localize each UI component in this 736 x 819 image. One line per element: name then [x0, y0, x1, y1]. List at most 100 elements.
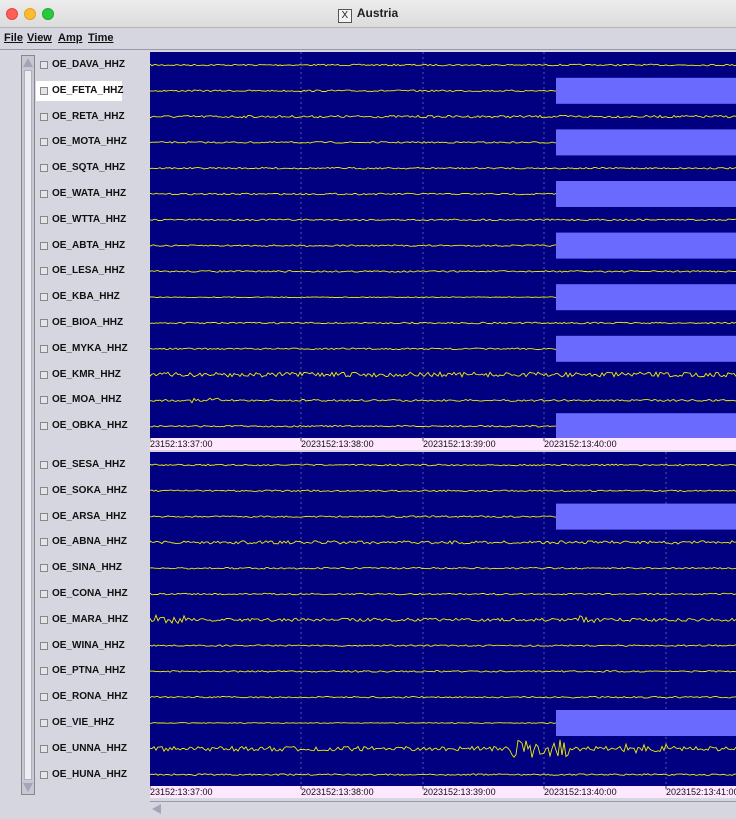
close-window-button[interactable] — [6, 8, 18, 20]
channel-row[interactable]: OE_ABNA_HHZ — [36, 532, 127, 552]
channel-checkbox[interactable] — [40, 61, 48, 69]
channel-row[interactable]: OE_MOTA_HHZ — [36, 132, 127, 152]
time-axis-label: 2023152:13:40:00 — [544, 439, 617, 449]
seismic-trace — [150, 773, 736, 776]
channel-checkbox[interactable] — [40, 512, 48, 521]
channel-label: OE_VIE_HHZ — [52, 717, 115, 728]
channel-checkbox[interactable] — [40, 461, 48, 469]
channel-row[interactable]: OE_WATA_HHZ — [36, 184, 126, 204]
channel-row[interactable]: OE_ARSA_HHZ — [36, 507, 126, 527]
highlight-window — [556, 710, 736, 736]
channel-label: OE_PTNA_HHZ — [52, 665, 126, 677]
time-axis-label: 23152:13:37:00 — [150, 787, 213, 797]
channel-checkbox[interactable] — [40, 267, 48, 276]
channel-checkbox[interactable] — [40, 293, 48, 302]
seismic-trace — [150, 592, 736, 596]
channel-checkbox[interactable] — [40, 319, 48, 327]
menu-file[interactable]: File — [4, 32, 23, 44]
channel-row[interactable]: OE_SINA_HHZ — [36, 558, 122, 578]
channel-checkbox[interactable] — [40, 667, 48, 676]
channel-row[interactable]: OE_WTTA_HHZ — [36, 210, 126, 230]
channel-row[interactable]: OE_RONA_HHZ — [36, 687, 128, 707]
seismic-trace — [150, 63, 736, 67]
channel-label: OE_WATA_HHZ — [52, 188, 127, 199]
channel-checkbox[interactable] — [40, 86, 48, 95]
channel-row[interactable]: OE_ABTA_HHZ — [36, 236, 125, 256]
channel-row[interactable]: OE_MOA_HHZ — [36, 390, 122, 410]
time-axis — [150, 438, 736, 450]
menu-amp[interactable]: Amp — [58, 32, 83, 44]
seismic-trace — [150, 321, 736, 325]
channel-row[interactable]: OE_LESA_HHZ — [36, 261, 125, 281]
channel-row[interactable]: OE_UNNA_HHZ — [36, 739, 127, 759]
channel-checkbox[interactable] — [40, 744, 48, 753]
channel-label: OE_WTTA_HHZ — [52, 213, 127, 225]
channel-label: OE_SOKA_HHZ — [52, 484, 128, 496]
channel-checkbox[interactable] — [40, 164, 48, 173]
minimize-window-button[interactable] — [24, 8, 36, 20]
channel-checkbox[interactable] — [40, 370, 48, 379]
channel-row[interactable]: OE_BIOA_HHZ — [36, 313, 123, 333]
channel-checkbox[interactable] — [40, 190, 48, 198]
scroll-left-arrow-icon[interactable] — [152, 804, 161, 814]
maximize-window-button[interactable] — [42, 8, 54, 20]
channel-checkbox[interactable] — [40, 396, 48, 405]
channel-label: OE_ARSA_HHZ — [52, 510, 127, 522]
channel-row[interactable]: OE_SQTA_HHZ — [36, 158, 125, 178]
seismic-trace — [150, 613, 736, 625]
channel-row[interactable]: OE_MYKA_HHZ — [36, 339, 128, 359]
seismogram-plot[interactable]: 23152:13:37:00 2023152:13:38:00 2023152:13… — [150, 52, 736, 800]
channel-checkbox[interactable] — [40, 719, 48, 727]
channel-row[interactable]: OE_DAVA_HHZ — [36, 55, 125, 75]
time-axis-label: 2023152:13:39:00 — [423, 787, 496, 797]
channel-checkbox[interactable] — [40, 538, 48, 547]
x11-icon: X — [337, 9, 352, 23]
channel-row[interactable]: OE_OBKA_HHZ — [36, 416, 128, 436]
channel-checkbox[interactable] — [40, 590, 48, 598]
seismic-trace — [150, 397, 736, 404]
channel-row[interactable]: OE_KBA_HHZ — [36, 287, 122, 307]
horizontal-scrollbar[interactable] — [150, 801, 736, 818]
seismic-trace — [150, 371, 736, 378]
channel-row[interactable]: OE_MARA_HHZ — [36, 610, 128, 630]
channel-checkbox[interactable] — [40, 344, 48, 353]
channel-row[interactable]: OE_KMR_HHZ — [36, 365, 122, 385]
scroll-down-arrow-icon[interactable] — [23, 783, 33, 792]
highlight-window — [556, 335, 736, 362]
channel-row[interactable]: OE_VIE_HHZ — [36, 713, 122, 733]
channel-label: OE_WINA_HHZ — [52, 639, 125, 651]
channel-row[interactable]: OE_RETA_HHZ — [36, 107, 125, 127]
time-axis-label: 2023152:13:41:00 — [666, 787, 736, 797]
channel-checkbox[interactable] — [40, 112, 48, 121]
channel-checkbox[interactable] — [40, 770, 48, 779]
scrollbar-thumb[interactable] — [24, 70, 32, 780]
channel-checkbox[interactable] — [40, 138, 48, 147]
channel-checkbox[interactable] — [40, 422, 48, 431]
channel-row[interactable]: OE_PTNA_HHZ — [36, 661, 126, 681]
channel-checkbox[interactable] — [40, 215, 48, 224]
channel-row[interactable]: OE_HUNA_HHZ — [36, 765, 127, 785]
scroll-up-arrow-icon[interactable] — [23, 58, 33, 67]
channel-checkbox[interactable] — [40, 693, 48, 702]
channel-checkbox[interactable] — [40, 564, 48, 573]
menu-view[interactable]: View — [27, 32, 52, 44]
channel-checkbox[interactable] — [40, 641, 48, 650]
menu-time[interactable]: Time — [88, 32, 114, 44]
channel-checkbox[interactable] — [40, 486, 48, 495]
channel-checkbox[interactable] — [40, 241, 48, 250]
channel-row[interactable]: OE_CONA_HHZ — [36, 584, 128, 604]
window-title: Austria — [356, 6, 399, 20]
vertical-scrollbar[interactable] — [21, 55, 35, 795]
channel-row[interactable]: OE_FETA_HHZ — [36, 80, 124, 101]
channel-row[interactable]: OE_SESA_HHZ — [36, 455, 125, 475]
channel-checkbox[interactable] — [40, 615, 48, 624]
channel-row[interactable]: OE_WINA_HHZ — [36, 636, 125, 656]
channel-label: OE_MYKA_HHZ — [52, 342, 128, 354]
seismic-trace — [150, 515, 557, 518]
seismic-trace — [150, 296, 557, 299]
seismic-trace — [150, 695, 736, 699]
highlight-window — [556, 77, 736, 104]
channel-label: OE_HUNA_HHZ — [52, 768, 128, 780]
channel-row[interactable]: OE_SOKA_HHZ — [36, 481, 127, 501]
seismic-trace — [150, 463, 736, 467]
